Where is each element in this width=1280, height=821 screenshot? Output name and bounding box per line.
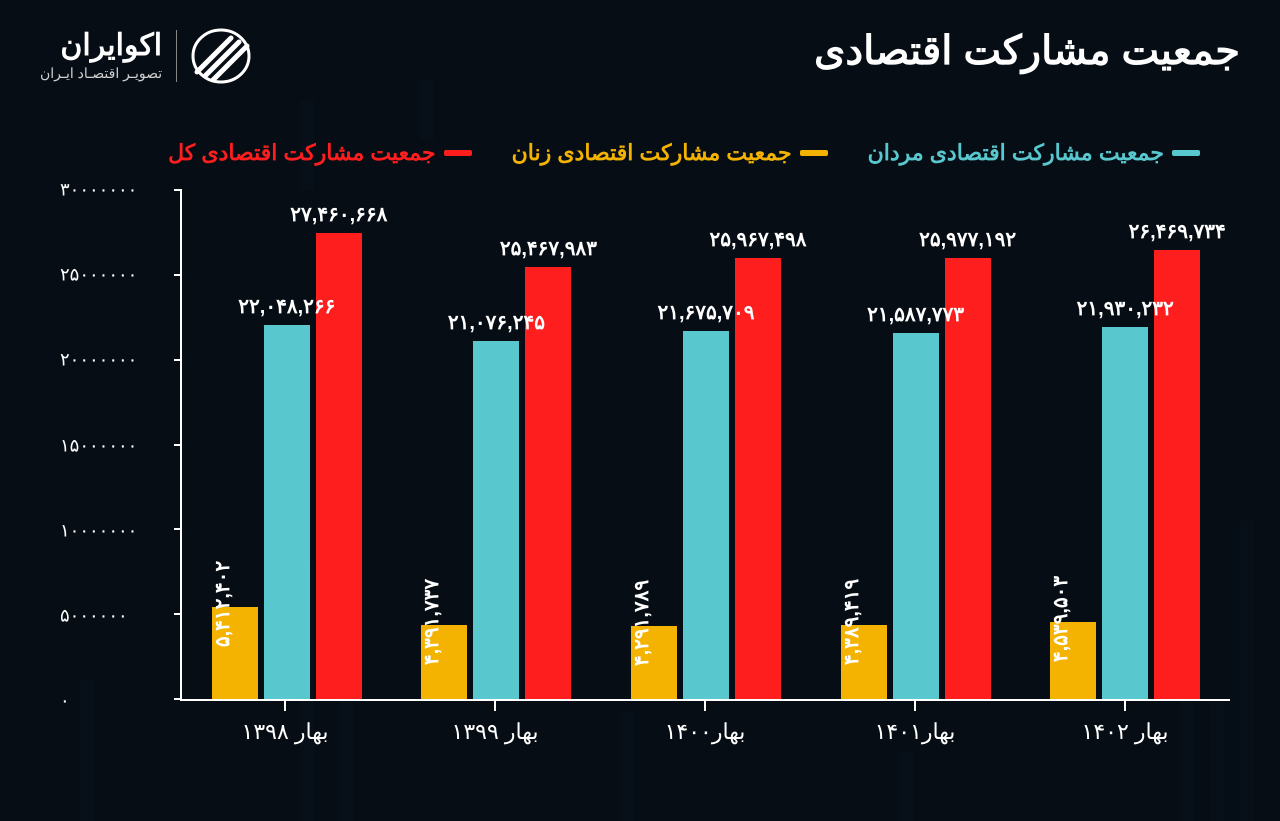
legend-label: جمعیت مشارکت اقتصادی مردان xyxy=(868,140,1164,166)
y-tick-label: ۰ xyxy=(60,691,170,712)
bar-group: ۲۵,۹۷۷,۱۹۲۲۱,۵۸۷,۷۷۳۴,۳۸۹,۴۱۹ xyxy=(826,190,1006,699)
y-tick-label: ۲۵۰۰۰۰۰۰ xyxy=(60,265,170,286)
bar-value-label: ۲۲,۰۴۸,۲۶۶ xyxy=(238,294,335,325)
bar-value-label: ۴,۳۸۹,۴۱۹ xyxy=(839,578,864,670)
y-tick-label: ۳۰۰۰۰۰۰۰ xyxy=(60,180,170,201)
bar-women: ۴,۵۳۹,۵۰۳ xyxy=(1050,622,1096,699)
y-tick-label: ۱۰۰۰۰۰۰۰ xyxy=(60,520,170,541)
bar-value-label: ۲۱,۶۷۵,۷۰۹ xyxy=(657,300,754,331)
bar-value-label: ۲۱,۰۷۶,۲۴۵ xyxy=(448,310,545,341)
logo-sub-text: تصویـر اقتصـاد ایـران xyxy=(40,65,162,82)
bar-value-label: ۲۱,۵۸۷,۷۷۳ xyxy=(867,302,964,333)
bar-value-label: ۲۵,۹۶۷,۴۹۸ xyxy=(709,227,806,258)
legend-swatch-icon xyxy=(444,150,472,156)
plot-area: ۲۷,۴۶۰,۶۶۸۲۲,۰۴۸,۲۶۶۵,۴۱۲,۴۰۲۲۵,۴۶۷,۹۸۳۲… xyxy=(180,190,1230,701)
bar-value-label: ۲۱,۹۳۰,۲۳۲ xyxy=(1077,296,1174,327)
legend-swatch-icon xyxy=(800,150,828,156)
x-tick-label: بهار ۱۳۹۹ xyxy=(405,701,585,761)
x-tick-label: بهار ۱۴۰۲ xyxy=(1035,701,1215,761)
page-title: جمعیت مشارکت اقتصادی xyxy=(814,28,1240,74)
y-tick-label: ۲۰۰۰۰۰۰۰ xyxy=(60,350,170,371)
y-axis: ۰۵۰۰۰۰۰۰۱۰۰۰۰۰۰۰۱۵۰۰۰۰۰۰۲۰۰۰۰۰۰۰۲۵۰۰۰۰۰۰… xyxy=(60,190,170,701)
bar-value-label: ۴,۵۳۹,۵۰۳ xyxy=(1048,576,1073,668)
bar-women: ۵,۴۱۲,۴۰۲ xyxy=(212,607,258,699)
legend-label: جمعیت مشارکت اقتصادی کل xyxy=(168,140,436,166)
brand-logo: اکوایران تصویـر اقتصـاد ایـران xyxy=(40,28,251,84)
bar-women: ۴,۳۹۱,۷۳۷ xyxy=(421,625,467,700)
bar-value-label: ۴,۳۹۱,۷۳۷ xyxy=(419,578,444,670)
x-tick-label: بهار۱۴۰۱ xyxy=(825,701,1005,761)
y-tick-label: ۵۰۰۰۰۰۰ xyxy=(60,605,170,626)
chart-legend: جمعیت مشارکت اقتصادی مردان جمعیت مشارکت ا… xyxy=(168,140,1200,166)
x-tick-label: بهار ۱۳۹۸ xyxy=(195,701,375,761)
bar-men: ۲۱,۶۷۵,۷۰۹ xyxy=(683,331,729,699)
bar-group: ۲۵,۴۶۷,۹۸۳۲۱,۰۷۶,۲۴۵۴,۳۹۱,۷۳۷ xyxy=(406,190,586,699)
x-axis: بهار ۱۳۹۸ بهار ۱۳۹۹ بهار۱۴۰۰ بهار۱۴۰۱ بهار ۱… xyxy=(180,701,1230,761)
bar-men: ۲۱,۰۷۶,۲۴۵ xyxy=(473,341,519,699)
x-tick-label: بهار۱۴۰۰ xyxy=(615,701,795,761)
bar-men: ۲۱,۹۳۰,۲۳۲ xyxy=(1102,327,1148,699)
bar-value-label: ۲۷,۴۶۰,۶۶۸ xyxy=(290,202,387,233)
bar-men: ۲۱,۵۸۷,۷۷۳ xyxy=(893,333,939,699)
bar-chart: ۰ ۵۰۰۰۰۰۰ ۱۰۰۰۰۰۰۰ ۱۵۰۰۰۰۰۰ ۲۰۰۰۰۰۰۰ ۲۵۰۰۰۰۰۰… xyxy=(60,190,1230,761)
legend-item: جمعیت مشارکت اقتصادی زنان xyxy=(512,140,828,166)
bar-group: ۲۵,۹۶۷,۴۹۸۲۱,۶۷۵,۷۰۹۴,۲۹۱,۷۸۹ xyxy=(616,190,796,699)
bar-group: ۲۶,۴۶۹,۷۳۴۲۱,۹۳۰,۲۳۲۴,۵۳۹,۵۰۳ xyxy=(1035,190,1215,699)
bar-value-label: ۲۶,۴۶۹,۷۳۴ xyxy=(1129,219,1226,250)
legend-swatch-icon xyxy=(1172,150,1200,156)
legend-label: جمعیت مشارکت اقتصادی زنان xyxy=(512,140,792,166)
bar-men: ۲۲,۰۴۸,۲۶۶ xyxy=(264,325,310,699)
bar-value-label: ۲۵,۹۷۷,۱۹۲ xyxy=(919,227,1016,258)
bar-women: ۴,۳۸۹,۴۱۹ xyxy=(841,625,887,699)
bar-value-label: ۴,۲۹۱,۷۸۹ xyxy=(629,580,654,672)
logo-main-text: اکوایران xyxy=(40,31,162,61)
legend-item: جمعیت مشارکت اقتصادی کل xyxy=(168,140,472,166)
legend-item: جمعیت مشارکت اقتصادی مردان xyxy=(868,140,1200,166)
bar-value-label: ۲۵,۴۶۷,۹۸۳ xyxy=(500,236,597,267)
bar-value-label: ۵,۴۱۲,۴۰۲ xyxy=(210,561,235,653)
bar-group: ۲۷,۴۶۰,۶۶۸۲۲,۰۴۸,۲۶۶۵,۴۱۲,۴۰۲ xyxy=(197,190,377,699)
bar-women: ۴,۲۹۱,۷۸۹ xyxy=(631,626,677,699)
y-tick-label: ۱۵۰۰۰۰۰۰ xyxy=(60,435,170,456)
logo-stripes-icon xyxy=(191,28,251,84)
